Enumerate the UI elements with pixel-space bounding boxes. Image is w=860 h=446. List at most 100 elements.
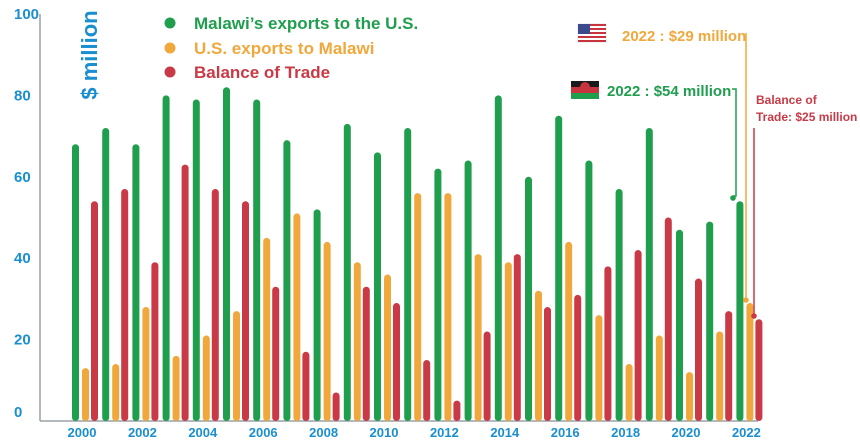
- bar-malawi-exports-2000: [72, 144, 79, 422]
- bar-malawi-exports-2012: [434, 168, 442, 421]
- bar-malawi-exports-2003: [162, 95, 170, 422]
- malawi-flag-icon: [571, 81, 599, 99]
- connector-dot-balance: [751, 313, 757, 319]
- bar-balance-2014: [513, 254, 521, 421]
- bar-malawi-exports-2015: [525, 176, 532, 421]
- bar-balance-2000: [91, 201, 98, 421]
- bar-malawi-exports-2021: [706, 221, 714, 421]
- bar-balance-2022: [755, 319, 763, 421]
- connector-dot-us-exports: [743, 297, 749, 303]
- x-tick-label: 2018: [611, 425, 640, 440]
- x-tick-label: 2002: [128, 425, 157, 440]
- us-flag-icon: [577, 23, 607, 43]
- bar-balance-2016: [574, 294, 582, 421]
- y-tick-label: 100: [14, 6, 39, 23]
- annotation-malawi-exports-2022: 2022 : $54 million: [607, 83, 731, 100]
- connector-dot-malawi-exports: [730, 195, 736, 201]
- annotation-us-exports-2022: 2022 : $29 million: [622, 28, 746, 45]
- bar-us-exports-2003: [172, 355, 180, 421]
- bar-us-exports-2012: [444, 193, 452, 421]
- legend: Malawi’s exports to the U.S. U.S. export…: [164, 14, 418, 82]
- bar-us-exports-2004: [202, 335, 210, 421]
- bar-balance-2011: [423, 359, 431, 421]
- bar-balance-2004: [211, 189, 219, 421]
- bar-balance-2012: [453, 400, 461, 421]
- x-ticks: 2000 2002 2004 2006 2008 2010 2012 2014 2016 2018…: [68, 425, 761, 440]
- bar-balance-2021: [725, 311, 733, 421]
- bar-malawi-exports-2018: [615, 189, 623, 421]
- bar-balance-2010: [393, 302, 400, 421]
- legend-label-us-exports: U.S. exports to Malawi: [194, 39, 374, 58]
- bar-us-exports-2002: [142, 307, 150, 421]
- bar-malawi-exports-2004: [192, 99, 200, 421]
- x-tick-label: 2000: [68, 425, 97, 440]
- bar-malawi-exports-2006: [253, 99, 261, 421]
- bar-balance-2002: [151, 262, 159, 421]
- bar-us-exports-2017: [595, 315, 603, 421]
- bar-us-exports-2006: [263, 237, 271, 421]
- bar-balance-2007: [302, 351, 310, 421]
- bar-malawi-exports-2009: [343, 123, 351, 421]
- x-tick-label: 2016: [551, 425, 580, 440]
- legend-marker-us-exports: [164, 42, 176, 54]
- bar-us-exports-2011: [414, 193, 422, 421]
- bar-malawi-exports-2010: [374, 152, 381, 421]
- x-tick-label: 2010: [370, 425, 399, 440]
- y-ticks: 0 20 40 60 80 100: [14, 6, 39, 421]
- y-tick-label: 80: [14, 87, 31, 104]
- bar-us-exports-2008: [323, 241, 331, 421]
- bar-us-exports-2007: [293, 213, 301, 421]
- bar-us-exports-2000: [82, 368, 89, 421]
- bar-us-exports-2009: [353, 262, 361, 421]
- y-tick-label: 0: [14, 404, 22, 421]
- bar-us-exports-2020: [686, 372, 693, 421]
- y-tick-label: 20: [14, 332, 31, 349]
- x-tick-label: 2008: [309, 425, 338, 440]
- x-tick-label: 2004: [188, 425, 218, 440]
- legend-marker-malawi-exports: [164, 17, 176, 29]
- bar-malawi-exports-2019: [645, 127, 653, 422]
- x-tick-label: 2022: [732, 425, 761, 440]
- bar-balance-2015: [544, 307, 551, 421]
- bar-us-exports-2019: [655, 335, 663, 421]
- bar-balance-2020: [695, 278, 702, 421]
- bar-us-exports-2014: [504, 262, 512, 421]
- bar-us-exports-2015: [535, 290, 542, 421]
- bar-malawi-exports-2007: [283, 140, 291, 422]
- bar-balance-2003: [181, 164, 189, 421]
- bar-balance-2005: [242, 201, 249, 421]
- y-tick-label: 60: [14, 169, 31, 186]
- bar-malawi-exports-2022: [736, 201, 744, 421]
- bar-us-exports-2022: [746, 302, 754, 421]
- bar-malawi-exports-2020: [676, 229, 683, 421]
- bar-us-exports-2016: [565, 241, 573, 421]
- y-axis-label: $ million: [77, 10, 102, 99]
- x-tick-label: 2014: [490, 425, 520, 440]
- bar-us-exports-2005: [233, 311, 240, 421]
- bar-us-exports-2010: [384, 274, 391, 421]
- y-tick-label: 40: [14, 250, 31, 267]
- bar-us-exports-2013: [474, 254, 482, 421]
- bar-malawi-exports-2016: [555, 115, 563, 421]
- x-tick-label: 2020: [672, 425, 701, 440]
- bar-us-exports-2021: [716, 331, 724, 421]
- bar-malawi-exports-2013: [464, 160, 472, 421]
- legend-marker-balance: [164, 66, 176, 78]
- bar-balance-2017: [604, 266, 612, 421]
- bar-malawi-exports-2001: [102, 127, 110, 422]
- bar-malawi-exports-2017: [585, 160, 593, 421]
- bar-balance-2019: [664, 217, 672, 421]
- annotation-balance-line2: Trade: $25 million: [756, 110, 857, 124]
- bar-malawi-exports-2002: [132, 144, 140, 422]
- x-tick-label: 2006: [249, 425, 278, 440]
- bar-balance-2006: [272, 286, 280, 421]
- bar-balance-2008: [332, 392, 340, 421]
- annotation-balance-line1: Balance of: [756, 93, 818, 107]
- bar-balance-2018: [634, 250, 642, 421]
- legend-label-balance: Balance of Trade: [194, 63, 330, 82]
- x-tick-label: 2012: [430, 425, 459, 440]
- bar-us-exports-2001: [112, 364, 120, 421]
- legend-label-malawi-exports: Malawi’s exports to the U.S.: [194, 14, 418, 33]
- bar-malawi-exports-2005: [223, 87, 230, 421]
